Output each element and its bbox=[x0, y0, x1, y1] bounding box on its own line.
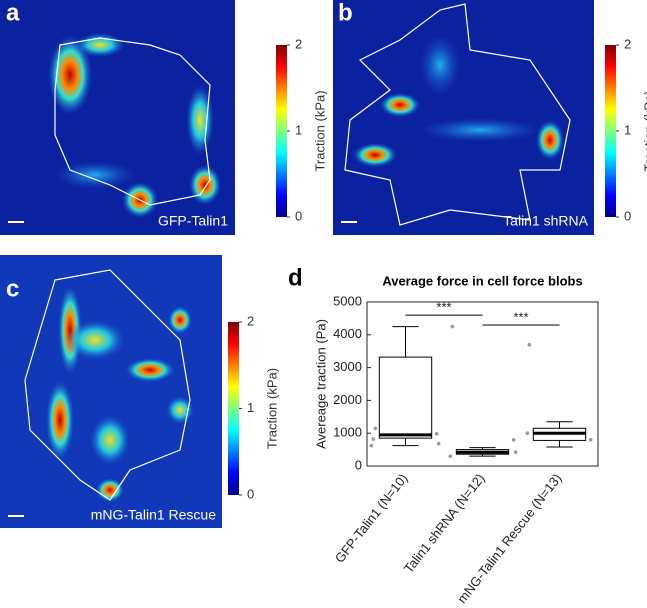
x-tick-label: GFP-Talin1 (N=10) bbox=[332, 471, 411, 566]
panel-caption: GFP-Talin1 bbox=[158, 213, 228, 229]
data-point bbox=[436, 441, 441, 446]
colorbar bbox=[228, 322, 239, 495]
significance-label: *** bbox=[436, 300, 451, 315]
data-point bbox=[369, 443, 374, 448]
colorbar-tick-label: 1 bbox=[624, 122, 631, 137]
y-tick-label: 5000 bbox=[333, 293, 362, 308]
data-point bbox=[513, 450, 518, 455]
panel-caption: mNG-Talin1 Rescue bbox=[91, 507, 216, 523]
y-tick-label: 1000 bbox=[333, 425, 362, 440]
data-point bbox=[588, 437, 593, 442]
significance-label: *** bbox=[513, 309, 528, 324]
colorbar-tick-label: 2 bbox=[295, 36, 302, 51]
panel-letter: a bbox=[6, 0, 20, 26]
x-tick-label: Talin1 shRNA (N=12) bbox=[401, 471, 488, 576]
colorbar bbox=[276, 45, 287, 217]
colorbar-label: Traction (kPa) bbox=[641, 90, 647, 171]
panel-letter: c bbox=[6, 275, 19, 302]
colorbar-tick-label: 1 bbox=[247, 400, 254, 415]
y-tick-label: 4000 bbox=[333, 326, 362, 341]
panel-caption: Talin1 shRNA bbox=[503, 213, 588, 229]
traction-map-c bbox=[0, 255, 222, 528]
y-tick-label: 0 bbox=[355, 457, 362, 472]
panel-letter: d bbox=[288, 264, 303, 291]
data-point bbox=[450, 324, 455, 329]
box bbox=[378, 356, 433, 439]
colorbar-label: Traction (kPa) bbox=[312, 90, 327, 171]
colorbar-tick-label: 2 bbox=[624, 36, 631, 51]
data-point bbox=[448, 454, 453, 458]
colorbar-tick-label: 0 bbox=[624, 208, 631, 223]
y-tick-label: 3000 bbox=[333, 359, 362, 374]
data-point bbox=[434, 432, 439, 436]
colorbar-label: Traction (kPa) bbox=[264, 368, 279, 449]
panel-letter: b bbox=[338, 0, 353, 26]
data-point bbox=[527, 342, 532, 347]
colorbar-tick-label: 2 bbox=[247, 313, 254, 328]
colorbar bbox=[605, 45, 616, 217]
colorbar-tick-label: 0 bbox=[295, 208, 302, 223]
plot-frame bbox=[366, 301, 599, 467]
colorbar-tick-label: 1 bbox=[295, 122, 302, 137]
traction-map-b bbox=[333, 0, 594, 235]
panel-overlays: a GFP-Talin1 0 1 2 Traction (kPa) b Talin1 shRN… bbox=[6, 0, 647, 523]
y-axis-label: Avereage traction (Pa) bbox=[313, 319, 328, 449]
chart-title: Average force in cell force blobs bbox=[382, 273, 582, 288]
data-point bbox=[525, 431, 530, 436]
y-tick-label: 2000 bbox=[333, 392, 362, 407]
data-point bbox=[373, 426, 378, 431]
box-chart: d Average force in cell force blobs Averea… bbox=[288, 264, 599, 606]
data-point bbox=[511, 437, 516, 442]
colorbar-tick-label: 0 bbox=[247, 486, 254, 501]
data-point bbox=[371, 437, 376, 441]
traction-map-a bbox=[0, 0, 235, 235]
